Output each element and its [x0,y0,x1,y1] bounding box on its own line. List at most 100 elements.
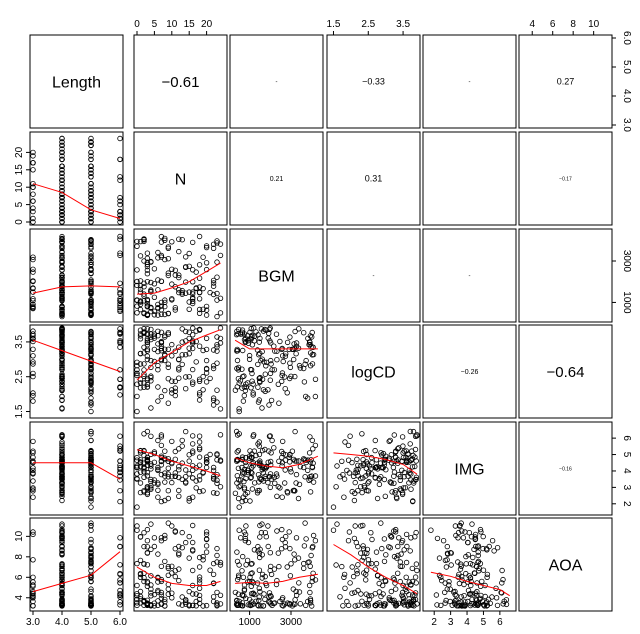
point-logcd-vs-n [182,386,189,392]
point-bgm-vs-n [144,259,151,265]
point-img-vs-bgm [251,448,258,454]
point-bgm-vs-length [88,238,94,245]
point-bgm-vs-length [117,233,123,240]
top-tick-label-logcd: 2.5 [361,19,375,30]
point-logcd-vs-bgm [249,378,255,384]
right-tick-label-right_img: 5 [621,452,632,458]
point-logcd-vs-n [162,332,168,339]
point-img-vs-logcd [360,475,366,481]
point-aoa-vs-n [214,600,220,606]
point-aoa-vs-n [196,596,203,603]
point-aoa-vs-logcd [373,560,380,567]
point-logcd-vs-bgm [234,348,240,354]
point-aoa-vs-bgm [308,552,314,559]
point-logcd-vs-length [88,370,94,376]
point-logcd-vs-n [210,402,217,408]
point-aoa-vs-logcd [410,598,416,604]
top-tick-label-aoa: 6 [550,19,556,30]
point-logcd-vs-n [193,359,199,365]
point-logcd-vs-n [137,351,144,357]
point-logcd-vs-length [59,359,65,365]
point-logcd-vs-bgm [277,338,283,345]
point-img-vs-n [217,484,224,490]
point-img-vs-bgm [268,476,275,482]
smooth-line-aoa-vs-logcd [333,544,418,595]
point-img-vs-logcd [390,464,397,471]
point-bgm-vs-length [59,267,65,273]
point-logcd-vs-n [196,343,203,349]
point-img-vs-bgm [234,449,240,455]
point-aoa-vs-n [134,523,140,529]
point-aoa-vs-img [487,600,493,606]
point-img-vs-logcd [334,463,340,469]
point-bgm-vs-n [196,290,203,296]
point-bgm-vs-n [203,312,210,318]
point-aoa-vs-bgm [266,594,272,600]
point-img-vs-logcd [382,493,388,499]
point-n-vs-length [30,208,36,215]
point-img-vs-bgm [301,464,307,471]
point-logcd-vs-bgm [246,352,253,359]
point-logcd-vs-bgm [259,405,265,411]
point-n-vs-length [59,170,65,176]
point-logcd-vs-n [200,347,206,354]
point-aoa-vs-logcd [409,565,415,572]
point-logcd-vs-bgm [265,335,271,341]
point-bgm-vs-n [179,291,185,297]
point-aoa-vs-n [148,590,154,596]
point-aoa-vs-img [452,591,458,598]
point-n-vs-length [117,156,123,163]
point-n-vs-length [59,167,65,173]
point-logcd-vs-length [117,329,123,335]
point-aoa-vs-bgm [274,577,280,584]
point-n-vs-length [117,201,123,208]
point-aoa-vs-n [189,548,196,554]
top-tick-label-n: 20 [201,19,213,30]
point-logcd-vs-bgm [283,351,289,357]
point-aoa-vs-logcd [376,580,382,587]
point-img-vs-bgm [288,469,294,475]
smooth-line-bgm-vs-n [136,262,221,295]
point-img-vs-bgm [310,446,316,452]
point-bgm-vs-n [214,274,220,280]
point-img-vs-bgm [236,484,242,490]
point-aoa-vs-logcd [395,552,401,559]
point-img-vs-n [207,451,213,458]
point-img-vs-logcd [354,456,360,462]
point-img-vs-length [30,486,36,492]
point-logcd-vs-n [144,338,151,344]
point-logcd-vs-length [30,390,36,396]
point-aoa-vs-img [440,538,447,544]
point-img-vs-bgm [307,489,314,495]
point-img-vs-n [196,454,203,460]
point-aoa-vs-bgm [302,520,308,526]
point-aoa-vs-bgm [256,567,263,573]
point-img-vs-bgm [246,455,253,461]
point-img-vs-n [137,463,144,470]
point-logcd-vs-n [158,329,165,335]
point-aoa-vs-bgm [274,528,280,534]
point-img-vs-n [172,473,178,479]
point-logcd-vs-n [179,361,185,368]
point-img-vs-n [137,460,144,466]
point-logcd-vs-n [203,370,210,376]
point-logcd-vs-bgm [255,384,261,390]
point-img-vs-n [162,473,168,479]
smooth-line-bgm-vs-length [32,285,121,294]
point-aoa-vs-img [477,526,484,533]
point-img-vs-length [88,494,94,500]
point-bgm-vs-n [165,310,171,317]
point-logcd-vs-bgm [242,339,248,346]
point-img-vs-bgm [291,456,297,463]
point-img-vs-n [144,459,151,465]
point-img-vs-logcd [381,462,388,468]
point-img-vs-n [182,428,189,435]
point-aoa-vs-length [88,600,94,607]
point-img-vs-n [210,467,217,474]
point-bgm-vs-length [59,293,65,299]
point-logcd-vs-bgm [291,356,297,363]
point-bgm-vs-length [30,301,36,308]
point-bgm-vs-n [144,304,151,310]
point-aoa-vs-img [503,601,510,608]
point-img-vs-length [59,473,65,479]
